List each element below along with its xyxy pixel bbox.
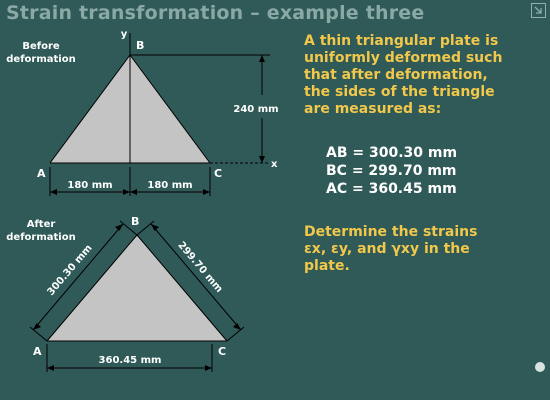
strain-y: εy,: [331, 241, 353, 257]
problem-line: the sides of the triangle: [304, 84, 495, 100]
ab-arrow-a: [33, 323, 42, 330]
base-left-dim-label: 180 mm: [67, 180, 112, 191]
ac-dim-label: 360.45 mm: [99, 355, 162, 366]
and-word: and: [357, 241, 387, 257]
side-bc-after: [136, 234, 228, 342]
vertex-a-before: A: [37, 167, 46, 180]
problem-line: that after deformation,: [304, 67, 488, 83]
vertex-b-after: B: [131, 215, 139, 228]
problem-line: are measured as:: [304, 101, 442, 117]
strain-x: εx,: [304, 241, 327, 257]
bc-ext-b: [136, 220, 155, 236]
ab-arrow-b: [114, 224, 123, 231]
vertex-c-after: C: [218, 345, 226, 358]
slide-title: Strain transformation – example three: [6, 2, 425, 24]
navigation-bar: state the problem 1 / 8: [0, 377, 550, 400]
dim-arrow: [130, 189, 137, 195]
vertex-c-before: C: [214, 167, 222, 180]
task-line2: εx, εy, and γxy in the: [304, 241, 544, 258]
after-caption-line1: After: [27, 219, 56, 230]
dim-arrow: [203, 189, 210, 195]
vertex-a-after: A: [33, 345, 42, 358]
before-caption-line2: deformation: [6, 54, 75, 65]
base-right-dim-label: 180 mm: [147, 180, 192, 191]
ab-dim-line: [32, 223, 124, 331]
task-line3: plate.: [304, 258, 350, 274]
in-the-word: in the: [423, 241, 470, 257]
triangle-after: [47, 235, 227, 341]
bc-dim-label: 299.70 mm: [175, 240, 224, 295]
before-caption-line1: Before: [22, 41, 60, 52]
bc-dim-line: [150, 223, 242, 331]
ab-ext-a: [29, 326, 48, 342]
shear-strain: γxy: [391, 241, 420, 257]
expand-icon: [534, 6, 542, 14]
task-line1: Determine the strains: [304, 224, 478, 240]
measurement-bc: BC = 299.70 mm: [326, 163, 457, 179]
height-arrow-bottom: [259, 156, 265, 163]
height-arrow-top: [259, 55, 265, 62]
x-axis-label: x: [271, 159, 278, 170]
problem-line: uniformly deformed such: [304, 50, 503, 66]
measurement-ab: AB = 300.30 mm: [326, 145, 458, 161]
status-dot: [535, 362, 545, 372]
after-caption-line2: deformation: [6, 232, 75, 243]
figures: Before deformation y x 240 mm B A C: [6, 29, 279, 372]
bc-arrow-b: [151, 224, 160, 231]
side-bc-before: [129, 54, 211, 164]
dim-arrow: [123, 189, 130, 195]
ab-dim-label: 300.30 mm: [46, 243, 95, 298]
problem-statement: A thin triangular plate is uniformly def…: [304, 33, 544, 118]
side-ab-before: [49, 54, 131, 164]
task-statement: Determine the strains εx, εy, and γxy in…: [304, 224, 544, 275]
y-axis-label: y: [121, 29, 128, 40]
problem-line: A thin triangular plate is: [304, 33, 499, 49]
ac-arrow-c: [205, 365, 212, 371]
ab-ext-b: [119, 220, 138, 236]
ac-arrow-a: [47, 365, 54, 371]
dim-arrow: [50, 189, 57, 195]
expand-button[interactable]: [531, 3, 546, 18]
bc-arrow-c: [232, 323, 241, 330]
bc-ext-c: [226, 326, 245, 342]
height-dim-label: 240 mm: [233, 104, 278, 115]
vertex-b-before: B: [136, 39, 144, 52]
side-ab-after: [46, 234, 138, 342]
measurement-ac: AC = 360.45 mm: [326, 181, 457, 197]
